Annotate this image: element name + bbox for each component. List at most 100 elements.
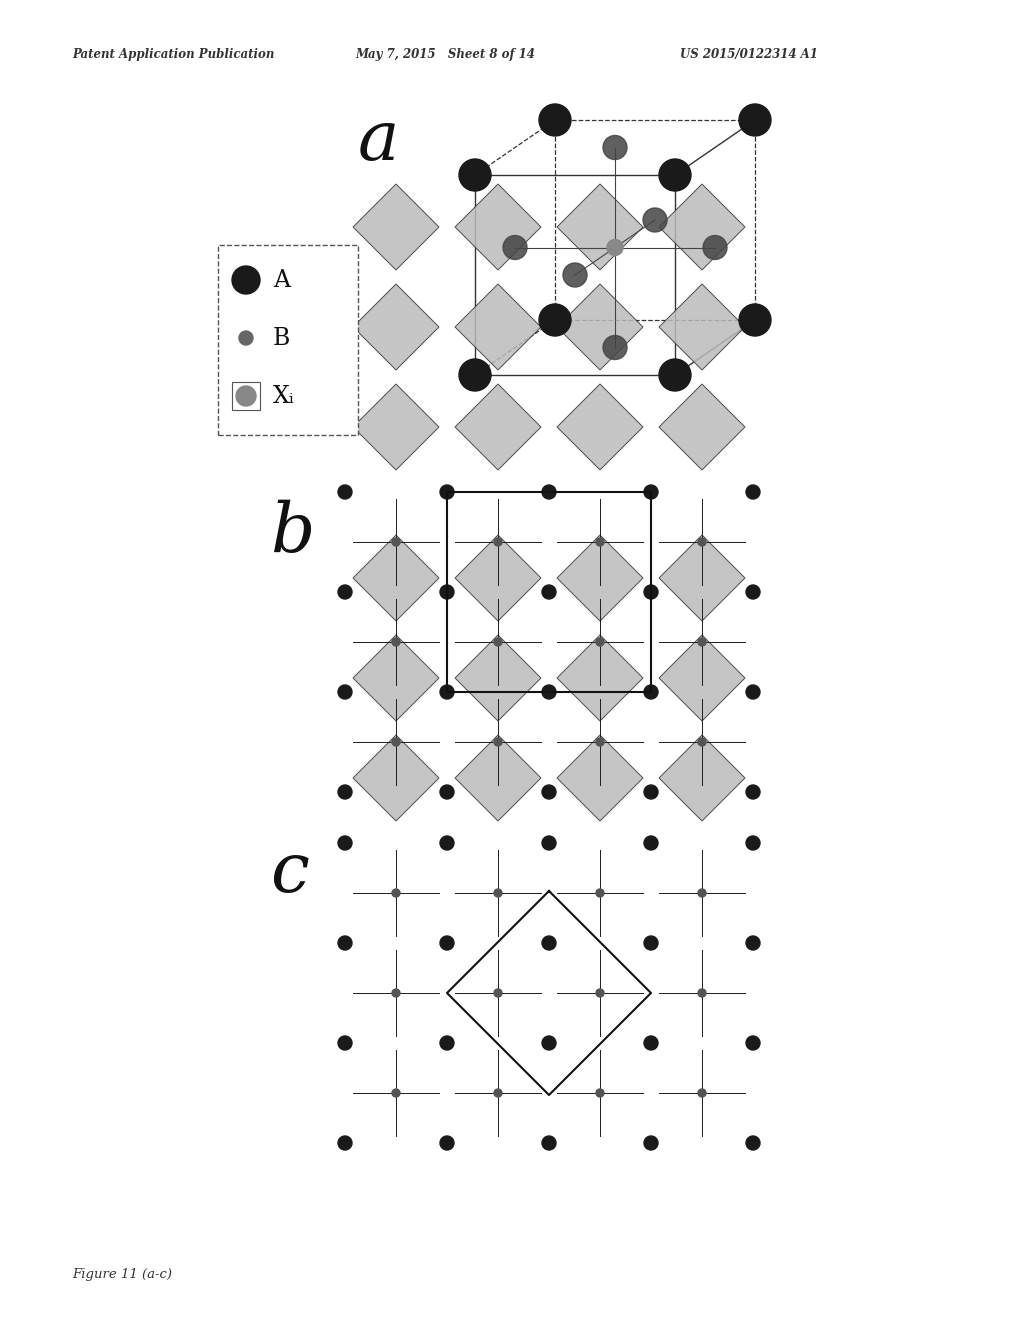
Circle shape [697,1089,705,1097]
Circle shape [439,836,453,850]
Circle shape [658,359,690,391]
Text: b: b [270,500,314,566]
Circle shape [235,385,256,407]
Circle shape [745,484,759,499]
Circle shape [337,936,352,950]
Polygon shape [454,735,540,821]
Text: a: a [358,108,399,174]
Polygon shape [454,635,540,721]
Circle shape [337,1036,352,1049]
Bar [231,381,260,411]
Circle shape [238,331,253,345]
Circle shape [595,738,603,746]
Circle shape [745,1036,759,1049]
Circle shape [493,888,501,898]
Circle shape [745,685,759,700]
Circle shape [493,989,501,997]
Polygon shape [658,384,744,470]
Circle shape [459,158,490,191]
Circle shape [595,539,603,546]
Circle shape [439,1036,453,1049]
Text: Figure 11 (a-c): Figure 11 (a-c) [72,1269,172,1280]
Circle shape [439,785,453,799]
Circle shape [697,539,705,546]
Circle shape [538,304,571,337]
Polygon shape [556,635,642,721]
Circle shape [745,936,759,950]
Polygon shape [353,183,438,271]
Circle shape [697,888,705,898]
Circle shape [643,585,657,599]
Polygon shape [353,284,438,370]
Polygon shape [658,183,744,271]
Polygon shape [454,384,540,470]
Polygon shape [556,384,642,470]
Circle shape [439,1137,453,1150]
Circle shape [439,585,453,599]
Circle shape [439,685,453,700]
Polygon shape [556,284,642,370]
Circle shape [606,239,623,256]
Circle shape [595,989,603,997]
Polygon shape [353,735,438,821]
Circle shape [602,335,627,359]
Circle shape [337,1137,352,1150]
Circle shape [643,1137,657,1150]
Circle shape [697,989,705,997]
Text: Patent Application Publication: Patent Application Publication [72,48,274,61]
Circle shape [643,685,657,700]
Circle shape [541,1137,555,1150]
Polygon shape [353,535,438,620]
Polygon shape [556,735,642,821]
Circle shape [541,585,555,599]
Circle shape [541,936,555,950]
Bar [446,492,650,692]
Circle shape [541,836,555,850]
Polygon shape [454,183,540,271]
Circle shape [337,836,352,850]
Text: c: c [270,840,309,907]
Circle shape [391,638,399,645]
Circle shape [602,136,627,160]
Text: May 7, 2015   Sheet 8 of 14: May 7, 2015 Sheet 8 of 14 [355,48,534,61]
Circle shape [745,836,759,850]
Text: B: B [273,327,290,350]
Polygon shape [353,635,438,721]
Circle shape [658,158,690,191]
Polygon shape [658,735,744,821]
Circle shape [745,785,759,799]
Circle shape [562,263,586,286]
Circle shape [391,888,399,898]
Circle shape [493,738,501,746]
Circle shape [595,638,603,645]
Circle shape [337,685,352,700]
Circle shape [697,738,705,746]
Text: US 2015/0122314 A1: US 2015/0122314 A1 [680,48,817,61]
Polygon shape [556,183,642,271]
Polygon shape [658,284,744,370]
Polygon shape [454,284,540,370]
Circle shape [538,104,571,136]
Circle shape [459,359,490,391]
Circle shape [541,1036,555,1049]
Circle shape [595,1089,603,1097]
Circle shape [643,936,657,950]
Circle shape [697,638,705,645]
Circle shape [739,304,770,337]
Text: Xᵢ: Xᵢ [273,385,294,408]
Circle shape [643,836,657,850]
Circle shape [391,989,399,997]
Circle shape [337,785,352,799]
Circle shape [745,585,759,599]
Bar [218,246,358,436]
Circle shape [439,484,453,499]
Circle shape [745,1137,759,1150]
Text: A: A [273,269,289,292]
Circle shape [702,235,727,260]
Circle shape [541,785,555,799]
Circle shape [391,1089,399,1097]
Polygon shape [454,535,540,620]
Circle shape [391,539,399,546]
Circle shape [643,1036,657,1049]
Polygon shape [353,384,438,470]
